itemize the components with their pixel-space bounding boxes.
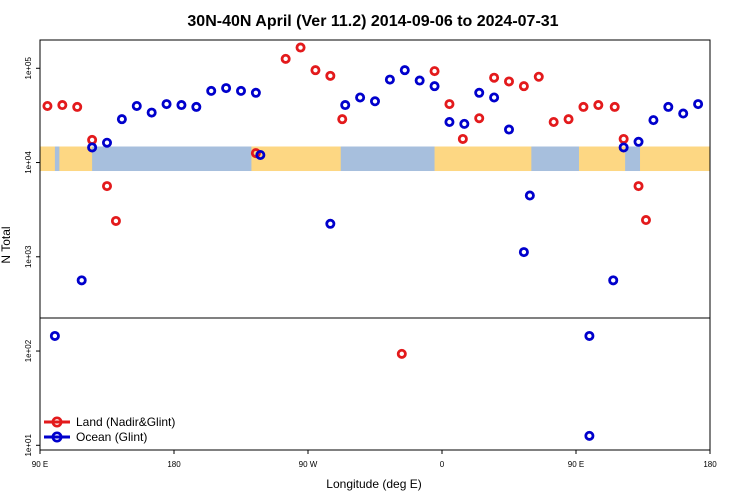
point-land-12: [396, 348, 407, 359]
point-land-17: [489, 72, 500, 83]
point-ocean-15: [325, 218, 336, 229]
point-ocean-36: [663, 101, 674, 112]
world-map-band: [40, 146, 710, 172]
point-ocean-22: [429, 81, 440, 92]
point-ocean-3: [102, 137, 113, 148]
point-ocean-17: [355, 92, 366, 103]
point-land-23: [578, 101, 589, 112]
point-land-24: [593, 100, 604, 111]
point-ocean-1: [76, 275, 87, 286]
point-land-18: [503, 76, 514, 87]
point-ocean-13: [250, 87, 261, 98]
x-axis-label: Longitude (deg E): [326, 477, 421, 491]
y-tick-label-3: 1e+04: [24, 151, 33, 174]
x-tick-label-3: 0: [440, 460, 445, 469]
point-ocean-7: [161, 99, 172, 110]
point-land-9: [310, 65, 321, 76]
point-land-0: [42, 100, 53, 111]
point-land-19: [518, 81, 529, 92]
point-ocean-14: [255, 149, 266, 160]
point-land-14: [444, 99, 455, 110]
point-ocean-8: [176, 100, 187, 111]
point-ocean-6: [146, 107, 157, 118]
chart-title: 30N-40N April (Ver 11.2) 2014-09-06 to 2…: [187, 13, 558, 30]
y-tick-label-1: 1e+02: [24, 339, 33, 362]
data-points: [42, 42, 704, 441]
map-land-5: [640, 146, 710, 172]
point-land-25: [609, 101, 620, 112]
point-ocean-34: [633, 136, 644, 147]
point-land-3: [87, 134, 98, 145]
point-land-28: [640, 215, 651, 226]
point-land-5: [110, 215, 121, 226]
y-axis: 1e+01 1e+02 1e+03 1e+04 1e+05: [24, 56, 40, 457]
legend-marker-ocean: [51, 431, 63, 443]
point-land-1: [57, 100, 68, 111]
y-tick-label-0: 1e+01: [24, 434, 33, 457]
point-ocean-25: [474, 87, 485, 98]
legend: Land (Nadir&Glint) Ocean (Glint): [44, 415, 175, 444]
y-axis-label: N Total: [0, 226, 13, 263]
point-land-8: [295, 42, 306, 53]
point-ocean-38: [693, 99, 704, 110]
x-tick-label-2: 90 W: [299, 460, 318, 469]
point-ocean-30: [584, 330, 595, 341]
point-ocean-21: [414, 75, 425, 86]
legend-label-land: Land (Nadir&Glint): [76, 415, 175, 429]
point-ocean-11: [221, 83, 232, 94]
point-ocean-29: [524, 190, 535, 201]
point-ocean-10: [206, 85, 217, 96]
x-tick-label-1: 180: [167, 460, 181, 469]
plot-frame: [39, 39, 711, 451]
map-land-4: [578, 146, 626, 172]
point-land-20: [533, 71, 544, 82]
map-land-0: [40, 146, 55, 172]
point-ocean-33: [618, 142, 629, 153]
point-land-10: [325, 70, 336, 81]
point-land-2: [72, 101, 83, 112]
point-ocean-4: [116, 114, 127, 125]
point-ocean-32: [608, 275, 619, 286]
point-ocean-35: [648, 115, 659, 126]
point-land-26: [618, 133, 629, 144]
point-ocean-2: [87, 142, 98, 153]
legend-label-ocean: Ocean (Glint): [76, 430, 147, 444]
point-ocean-28: [518, 247, 529, 258]
y-tick-label-2: 1e+03: [24, 245, 33, 268]
point-land-15: [457, 133, 468, 144]
x-tick-label-0: 90 E: [32, 460, 48, 469]
point-land-22: [563, 114, 574, 125]
point-ocean-37: [678, 108, 689, 119]
point-land-11: [337, 114, 348, 125]
map-land-3: [434, 146, 532, 172]
y-tick-label-4: 1e+05: [24, 56, 33, 79]
point-ocean-19: [384, 74, 395, 85]
point-ocean-5: [131, 100, 142, 111]
point-ocean-9: [191, 101, 202, 112]
point-land-21: [548, 117, 559, 128]
map-land-1: [59, 146, 93, 172]
map-land-2: [251, 146, 341, 172]
legend-marker-land: [51, 416, 63, 428]
point-ocean-26: [489, 92, 500, 103]
point-land-13: [429, 66, 440, 77]
point-ocean-12: [235, 85, 246, 96]
x-tick-label-5: 180: [703, 460, 717, 469]
point-ocean-23: [444, 117, 455, 128]
point-land-16: [474, 113, 485, 124]
point-land-4: [102, 181, 113, 192]
point-ocean-20: [399, 65, 410, 76]
point-ocean-16: [340, 100, 351, 111]
x-axis: 90 E 180 90 W 0 90 E 180: [32, 450, 717, 469]
point-land-27: [633, 181, 644, 192]
point-land-7: [280, 53, 291, 64]
point-ocean-27: [503, 124, 514, 135]
point-ocean-0: [49, 330, 60, 341]
x-tick-label-4: 90 E: [568, 460, 584, 469]
point-ocean-18: [369, 96, 380, 107]
point-ocean-31: [584, 430, 595, 441]
point-ocean-24: [459, 118, 470, 129]
